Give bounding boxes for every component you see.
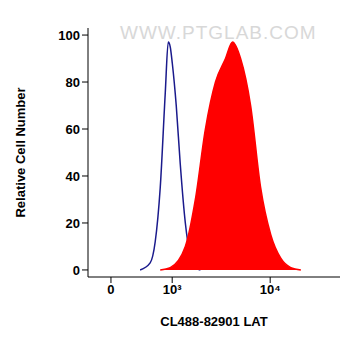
svg-text:10³: 10³ — [163, 282, 182, 297]
svg-text:40: 40 — [66, 169, 80, 184]
svg-text:0: 0 — [107, 282, 114, 297]
svg-text:CL488-82901 LAT: CL488-82901 LAT — [160, 314, 267, 329]
svg-text:60: 60 — [66, 122, 80, 137]
html-text:WWW.PTGLAB.COM: WWW.PTGLAB.COM — [120, 22, 317, 43]
svg-text:Relative Cell Number: Relative Cell Number — [13, 87, 28, 217]
svg-text:80: 80 — [66, 75, 80, 90]
svg-text:100: 100 — [58, 28, 80, 43]
svg-text:0: 0 — [73, 263, 80, 278]
svg-text:10⁴: 10⁴ — [260, 282, 281, 297]
svg-text:20: 20 — [66, 216, 80, 231]
